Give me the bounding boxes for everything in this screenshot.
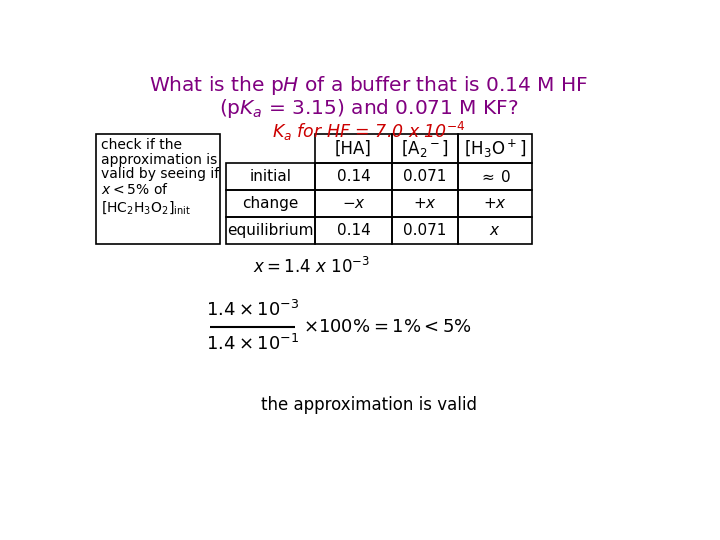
Bar — [315, 164, 392, 190]
Bar — [392, 134, 458, 164]
Bar — [225, 190, 315, 217]
Text: $x$: $x$ — [489, 223, 500, 238]
Bar — [458, 164, 532, 190]
Text: 0.071: 0.071 — [403, 223, 447, 238]
Bar — [392, 164, 458, 190]
Text: $[\mathrm{HC_2H_3O_2}]_{\mathrm{init}}$: $[\mathrm{HC_2H_3O_2}]_{\mathrm{init}}$ — [101, 200, 191, 217]
Text: $\mathit{K}_a$ for HF = 7.0 x 10$^{-4}$: $\mathit{K}_a$ for HF = 7.0 x 10$^{-4}$ — [272, 120, 466, 143]
Text: the approximation is valid: the approximation is valid — [261, 396, 477, 414]
Text: 0.071: 0.071 — [403, 170, 447, 184]
Text: [HA]: [HA] — [335, 140, 372, 158]
Text: $\approx\,0$: $\approx\,0$ — [479, 169, 511, 185]
Text: 0.14: 0.14 — [337, 170, 370, 184]
Text: $x = 1.4$ x $10^{-3}$: $x = 1.4$ x $10^{-3}$ — [253, 257, 370, 278]
Text: change: change — [242, 196, 298, 211]
Bar — [392, 190, 458, 217]
Text: $[\mathrm{A_2}^-]$: $[\mathrm{A_2}^-]$ — [401, 138, 449, 159]
Text: $[\mathrm{H_3O}^+]$: $[\mathrm{H_3O}^+]$ — [464, 138, 526, 160]
Text: $+x$: $+x$ — [413, 196, 437, 211]
Text: What is the p$\mathit{H}$ of a buffer that is 0.14 M HF: What is the p$\mathit{H}$ of a buffer th… — [150, 74, 588, 97]
Bar — [392, 217, 458, 244]
Bar — [225, 164, 315, 190]
Bar — [458, 190, 532, 217]
Bar — [96, 134, 220, 244]
Text: valid by seeing if: valid by seeing if — [101, 167, 219, 181]
Text: $-x$: $-x$ — [341, 196, 366, 211]
Text: $x < 5\%$ of: $x < 5\%$ of — [101, 182, 168, 197]
Bar — [315, 134, 392, 164]
Text: (p$\mathit{K}_a$ = 3.15) and 0.071 M KF?: (p$\mathit{K}_a$ = 3.15) and 0.071 M KF? — [219, 97, 519, 120]
Bar — [458, 134, 532, 164]
Bar — [225, 217, 315, 244]
Bar — [315, 190, 392, 217]
Text: initial: initial — [249, 170, 291, 184]
Text: $+x$: $+x$ — [483, 196, 507, 211]
Text: check if the: check if the — [101, 138, 182, 152]
Bar — [315, 217, 392, 244]
Text: 0.14: 0.14 — [337, 223, 370, 238]
Text: equilibrium: equilibrium — [227, 223, 313, 238]
Text: approximation is: approximation is — [101, 153, 217, 166]
Text: $\times100\%=1\%<5\%$: $\times100\%=1\%<5\%$ — [303, 318, 472, 335]
Bar — [458, 217, 532, 244]
Text: $1.4\times10^{-1}$: $1.4\times10^{-1}$ — [206, 334, 300, 354]
Text: $1.4\times10^{-3}$: $1.4\times10^{-3}$ — [206, 300, 300, 320]
